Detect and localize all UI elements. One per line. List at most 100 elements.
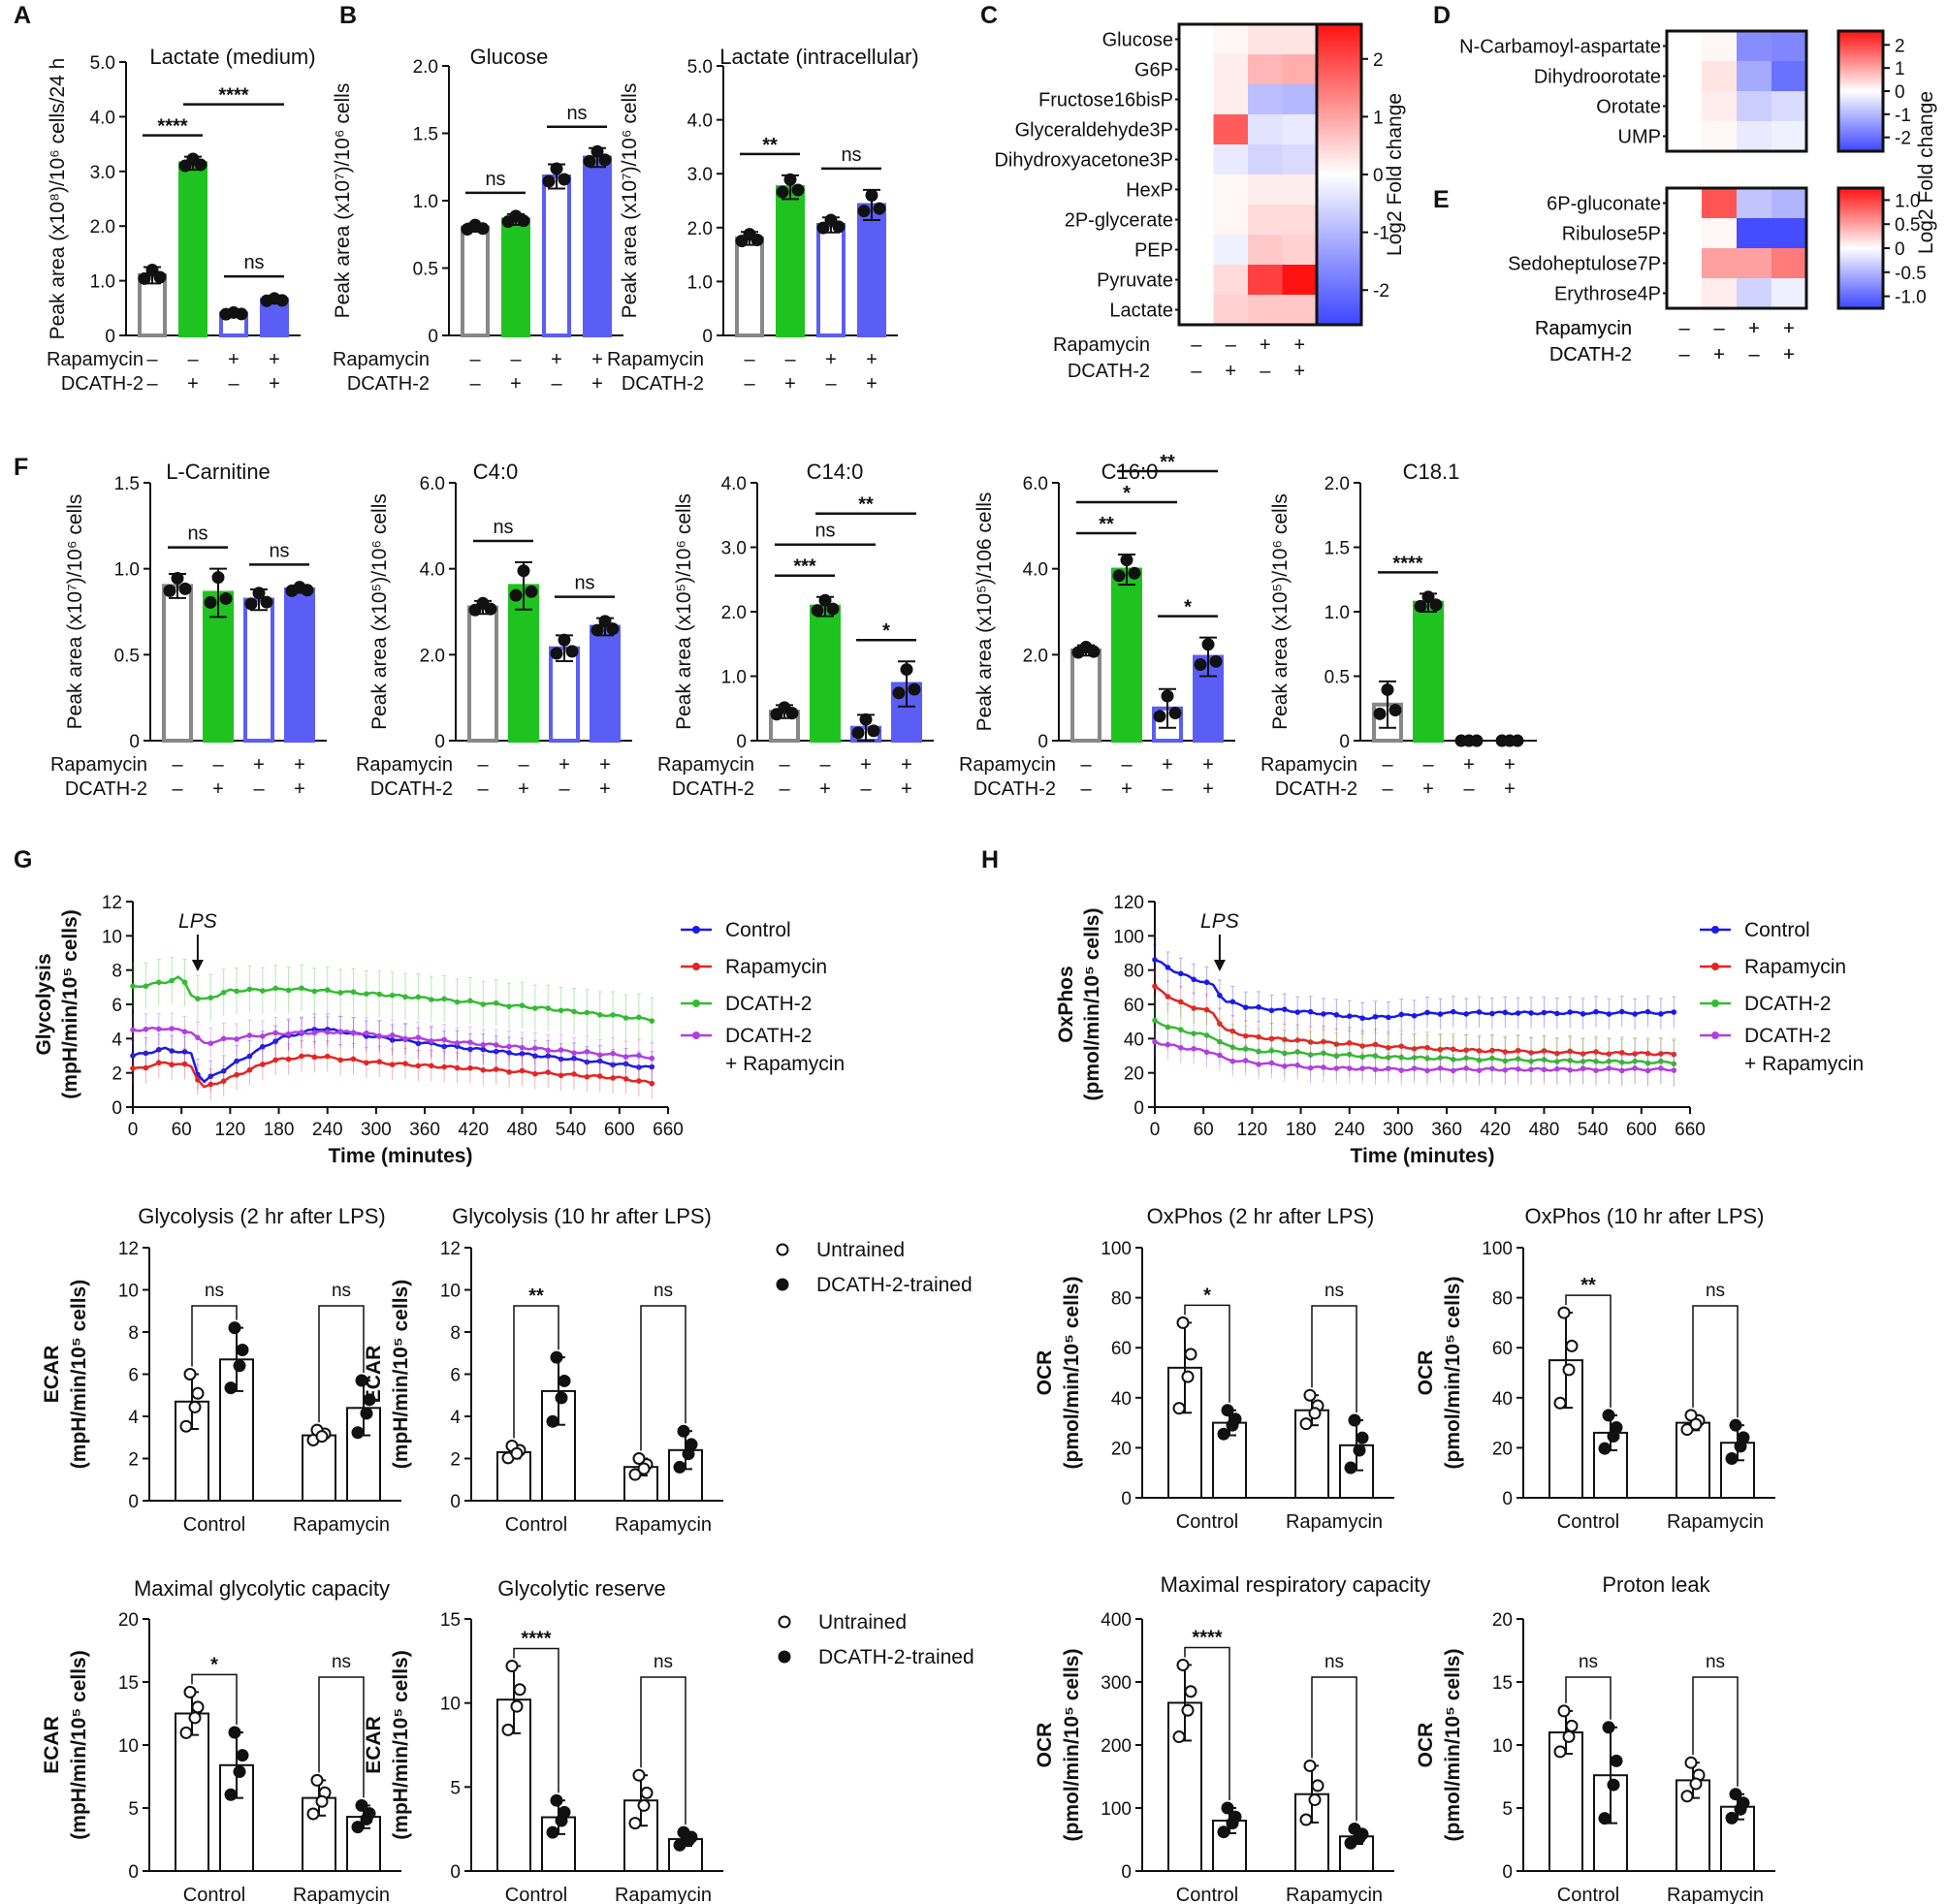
y-axis-label: (mpH/min/10⁵ cells) [68,1280,90,1469]
significance-label: ** [1099,514,1114,535]
series-marker [1152,983,1158,990]
data-point [179,1726,193,1739]
data-point [546,1414,559,1428]
chart-title: C14:0 [807,460,864,484]
y-tick-label: 1.5 [114,474,140,494]
series-marker [285,987,292,994]
series-marker [311,988,318,995]
series-marker [1463,1011,1469,1017]
legend-marker [1711,1031,1719,1039]
series-marker [1203,1049,1210,1056]
series-marker [181,979,188,986]
lps-annotation: LPS [1200,910,1239,933]
y-tick-label: 12 [440,1239,461,1259]
data-point [590,144,604,158]
x-tick-label: 540 [556,1120,587,1140]
series-marker [195,996,201,1001]
data-point [776,185,789,199]
x-tick-label: 600 [1626,1120,1657,1140]
dcath-row-label: DCATH-2 [61,373,144,395]
data-point [1161,689,1174,703]
legend-marker [692,1031,700,1039]
series-marker [506,1069,512,1075]
chart-title: OxPhos (10 hr after LPS) [1525,1204,1765,1228]
data-point [632,1452,646,1465]
series-marker [1152,1038,1158,1045]
colorbar-tick-label: 0 [1895,82,1905,103]
y-tick-label: 6 [112,996,122,1016]
data-point [550,1350,563,1364]
y-tick-label: 2 [128,1450,139,1471]
panel-letter: G [14,846,32,873]
data-point [1421,590,1435,604]
y-axis-label: Peak area (x10⁵)/10⁶ cells [368,493,391,730]
series-marker [143,983,149,990]
rapamycin-sign: – [1191,334,1202,356]
legend-untrained-marker [776,1243,789,1256]
y-axis-label: OCR [1415,1350,1437,1396]
significance-label: *** [793,556,816,578]
dcath-sign: – [1162,778,1173,800]
data-point [1221,1801,1234,1815]
data-point [1172,1402,1186,1415]
group-label: Control [1557,1511,1619,1533]
data-point [1120,554,1133,567]
y-tick-label: 8 [128,1323,139,1344]
series-marker [480,1041,487,1048]
data-point [816,221,830,235]
series-marker [402,1061,408,1066]
series-marker [1580,1059,1586,1064]
dcath-row-label: DCATH-2 [1068,361,1150,382]
data-point [1689,1417,1703,1431]
x-tick-label: 660 [1675,1120,1706,1140]
y-tick-label: 80 [1124,962,1144,982]
dcath-sign: – [1748,344,1760,365]
y-axis-label: Peak area (x10⁷)/10⁶ cells [619,83,641,319]
data-point [351,1821,365,1834]
heatmap-cell [1213,114,1249,145]
y-tick-label: 0 [736,732,747,752]
data-point [252,587,266,600]
y-axis-label: (pmol/min/10⁵ cells) [1442,1277,1464,1470]
heatmap-cell [1213,295,1249,326]
y-tick-label: 0 [1133,1098,1144,1119]
data-point [1299,1417,1313,1431]
colorbar-tick-label: -1 [1373,224,1389,244]
data-point [228,1321,241,1335]
rapamycin-sign: + [228,349,239,370]
series-marker [1372,1053,1379,1059]
heatmap-row-label: N-Carbamoyl-aspartate [1459,37,1661,58]
series-marker [1191,1046,1197,1052]
untrained-bar [302,1434,336,1502]
y-tick-label: 200 [1101,1736,1132,1757]
series-marker [1489,1055,1495,1062]
series-marker [571,1071,577,1077]
series-marker [1593,1059,1599,1064]
y-tick-label: 1.0 [1325,603,1350,623]
series-marker [246,1066,253,1073]
rapamycin-sign: + [1783,318,1795,339]
y-tick-label: 400 [1101,1610,1132,1631]
series-marker [532,1053,538,1060]
y-tick-label: 80 [1111,1289,1132,1310]
series-marker [364,1060,369,1066]
significance-bracket [1565,1294,1612,1408]
dcath-sign: – [469,373,481,395]
colorbar-tick-label: -2 [1895,129,1911,149]
significance-label: ns [332,1281,351,1301]
y-tick-label: 8 [450,1323,461,1344]
dcath-sign: + [212,778,224,800]
series-marker [1256,1004,1261,1010]
rapamycin-row-label: Rapamycin [50,754,147,776]
y-tick-label: 100 [1101,1799,1132,1820]
heatmap-cell [1667,218,1703,249]
series-marker [1372,1066,1379,1072]
series-marker [1372,1041,1379,1048]
series-marker [350,989,357,996]
paired-bar-g-d: Glycolytic reserve 0 5 10 15 ECAR (mpH/min/10⁵… [363,1576,723,1904]
x-tick-label: 540 [1578,1120,1609,1140]
series-marker [1398,1054,1405,1061]
rapamycin-sign: – [1678,318,1690,339]
y-axis-label: ECAR [41,1346,63,1404]
